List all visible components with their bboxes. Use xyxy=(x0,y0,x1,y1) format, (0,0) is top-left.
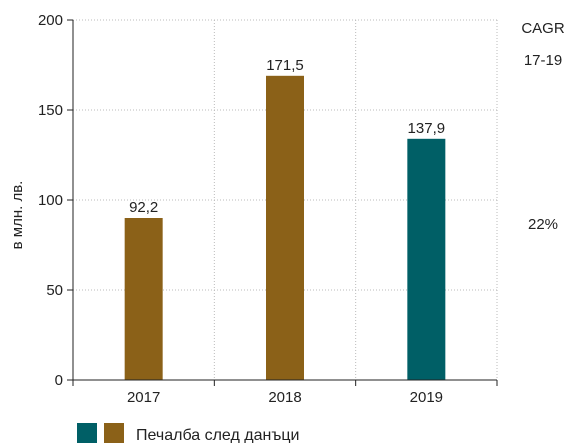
bar-2017 xyxy=(124,218,163,380)
legend: Печалба след данъци xyxy=(77,423,299,443)
y-tick-label-200: 200 xyxy=(38,12,63,29)
data-label-2018: 171,5 xyxy=(266,57,304,74)
y-tick-label-100: 100 xyxy=(38,192,63,209)
legend-swatch-teal xyxy=(77,423,97,443)
y-tick-label-150: 150 xyxy=(38,102,63,119)
x-tick-label-2018: 2018 xyxy=(268,389,301,406)
data-label-2019: 137,9 xyxy=(408,120,446,137)
data-label-2017: 92,2 xyxy=(129,199,158,216)
x-tick-label-2019: 2019 xyxy=(410,389,443,406)
axes-layer xyxy=(67,19,498,386)
cagr-title-line2: 17-19 xyxy=(524,52,562,69)
bar-2019 xyxy=(407,138,446,380)
cagr-title-line1: CAGR xyxy=(521,20,565,37)
y-axis-label: в млн. лв. xyxy=(9,181,26,250)
bar-2018 xyxy=(266,75,304,381)
grid-layer xyxy=(73,19,498,380)
bars-layer xyxy=(124,75,446,381)
labels-layer: 92,2 2017 171,5 2018 137,9 2019 0 50 100 150 200 xyxy=(38,12,445,406)
legend-swatch-brown xyxy=(104,423,124,443)
y-tick-label-50: 50 xyxy=(46,282,63,299)
cagr-value: 22% xyxy=(528,216,558,233)
y-tick-label-0: 0 xyxy=(55,372,63,389)
legend-label: Печалба след данъци xyxy=(136,427,299,443)
x-tick-label-2017: 2017 xyxy=(127,389,160,406)
